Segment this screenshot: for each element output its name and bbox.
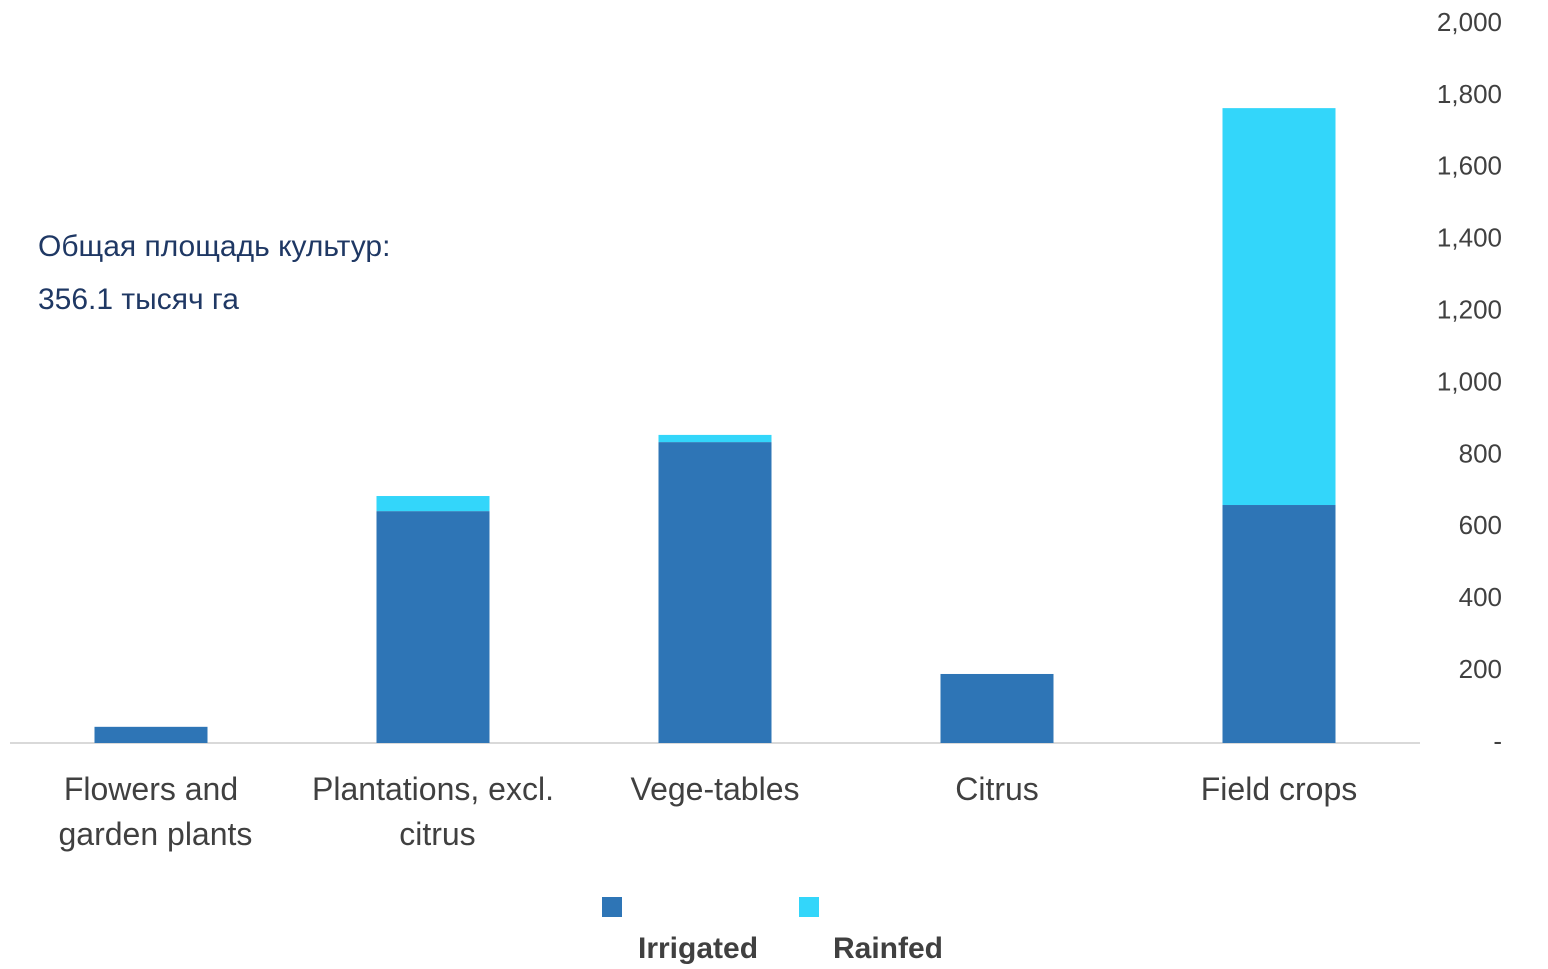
- y-tick-label: 1,400: [1437, 223, 1502, 253]
- y-tick-label: 1,600: [1437, 151, 1502, 181]
- annotation: Общая площадь культур:: [38, 230, 390, 263]
- y-tick-label: 1,800: [1437, 79, 1502, 109]
- y-tick-label: 800: [1459, 438, 1502, 468]
- label-line: Citrus: [955, 771, 1039, 807]
- x-tick-label: Flowers and garden plants: [50, 771, 253, 852]
- x-tick-label: Citrus: [955, 771, 1039, 807]
- annotation: 356.1 тысяч га: [38, 283, 239, 316]
- bar-segment: [658, 434, 772, 443]
- bar-segment: [658, 442, 772, 743]
- label-line: Vege-tables: [630, 771, 799, 807]
- y-tick-label: 400: [1459, 582, 1502, 612]
- bar-segment: [376, 511, 490, 743]
- label-line: Flowers and: [64, 771, 238, 807]
- bar-segment: [1222, 505, 1336, 743]
- y-tick-label: 1,000: [1437, 366, 1502, 396]
- x-tick-label: Plantations, excl. citrus: [312, 771, 554, 852]
- y-tick-label: 600: [1459, 510, 1502, 540]
- legend-label: Rainfed: [833, 932, 943, 965]
- legend-swatch: [602, 897, 622, 917]
- y-tick-label: 1,200: [1437, 294, 1502, 324]
- x-tick-label: Vege-tables: [630, 771, 799, 807]
- bar-segment: [1222, 108, 1336, 506]
- label-line: citrus: [390, 816, 475, 852]
- label-line: Plantations, excl.: [312, 771, 554, 807]
- bar-segment: [940, 673, 1054, 743]
- legend-label: Irrigated: [638, 932, 758, 965]
- legend-swatch: [799, 897, 819, 917]
- label-line: Field crops: [1201, 771, 1358, 807]
- label-line: garden plants: [50, 816, 253, 852]
- y-tick-label: -: [1493, 726, 1502, 756]
- y-tick-label: 2,000: [1437, 7, 1502, 37]
- x-tick-label: Field crops: [1201, 771, 1358, 807]
- bar-segment: [376, 496, 490, 512]
- bar-segment: [94, 726, 208, 743]
- y-tick-label: 200: [1459, 654, 1502, 684]
